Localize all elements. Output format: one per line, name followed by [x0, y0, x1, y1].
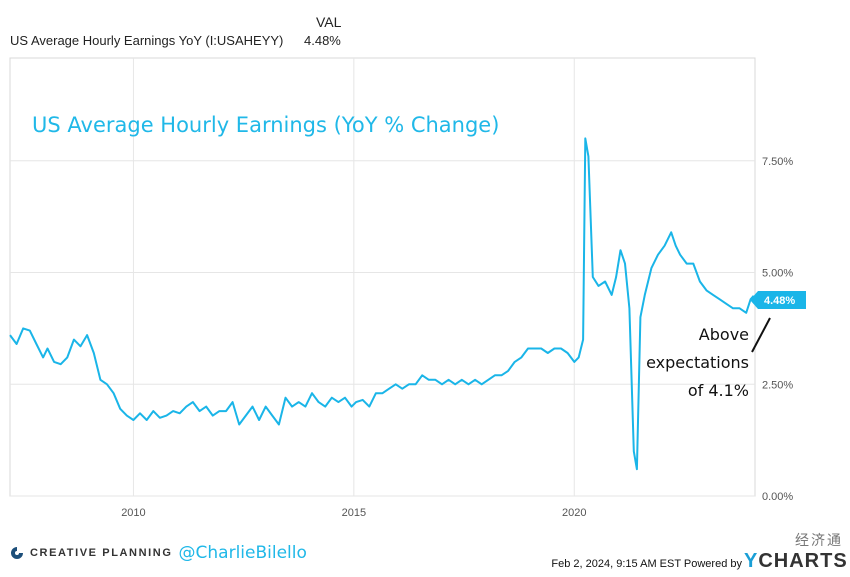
author-handle: @CharlieBilello — [178, 543, 307, 563]
watermark: 经济通 — [795, 532, 843, 548]
y-tick-label-1: 2.50% — [762, 379, 793, 391]
plot-area — [9, 57, 756, 497]
annotation-arrow — [751, 317, 771, 353]
ycharts-y: Y — [744, 550, 759, 572]
last-value-badge: 4.48% — [750, 291, 806, 309]
annotation-text: Above expectations of 4.1% — [646, 325, 749, 400]
x-axis-labels: 2010 2015 2020 — [121, 507, 586, 519]
creative-planning-logo-icon — [11, 547, 23, 559]
legend-header: VAL — [316, 14, 342, 30]
y-axis-labels: 0.00% 2.50% 5.00% 7.50% — [762, 156, 793, 503]
annotation-line-2: expectations — [646, 353, 749, 372]
y-tick-label-0: 0.00% — [762, 491, 793, 503]
legend-series-value: 4.48% — [304, 33, 341, 48]
legend-series-name: US Average Hourly Earnings YoY (I:USAHEY… — [10, 33, 284, 48]
annotation-line-3: of 4.1% — [688, 381, 749, 400]
y-tick-label-3: 7.50% — [762, 156, 793, 168]
brand-name: CREATIVE PLANNING — [30, 547, 173, 559]
timestamp-powered-by: Feb 2, 2024, 9:15 AM EST Powered by — [551, 558, 742, 570]
x-tick-label-1: 2015 — [342, 507, 366, 519]
x-tick-label-0: 2010 — [121, 507, 145, 519]
series-line-usaheyy — [9, 137, 755, 471]
annotation-line-1: Above — [699, 325, 749, 344]
x-tick-label-2: 2020 — [562, 507, 586, 519]
y-tick-label-2: 5.00% — [762, 268, 793, 280]
last-value-label: 4.48% — [764, 295, 795, 307]
badge-shape — [750, 291, 806, 309]
ycharts-rest: CHARTS — [758, 550, 848, 572]
chart-title: US Average Hourly Earnings (YoY % Change… — [32, 113, 499, 137]
ycharts-logo: YCHARTS — [744, 550, 848, 573]
footer-brand: CREATIVE PLANNING @CharlieBilello — [10, 543, 307, 563]
